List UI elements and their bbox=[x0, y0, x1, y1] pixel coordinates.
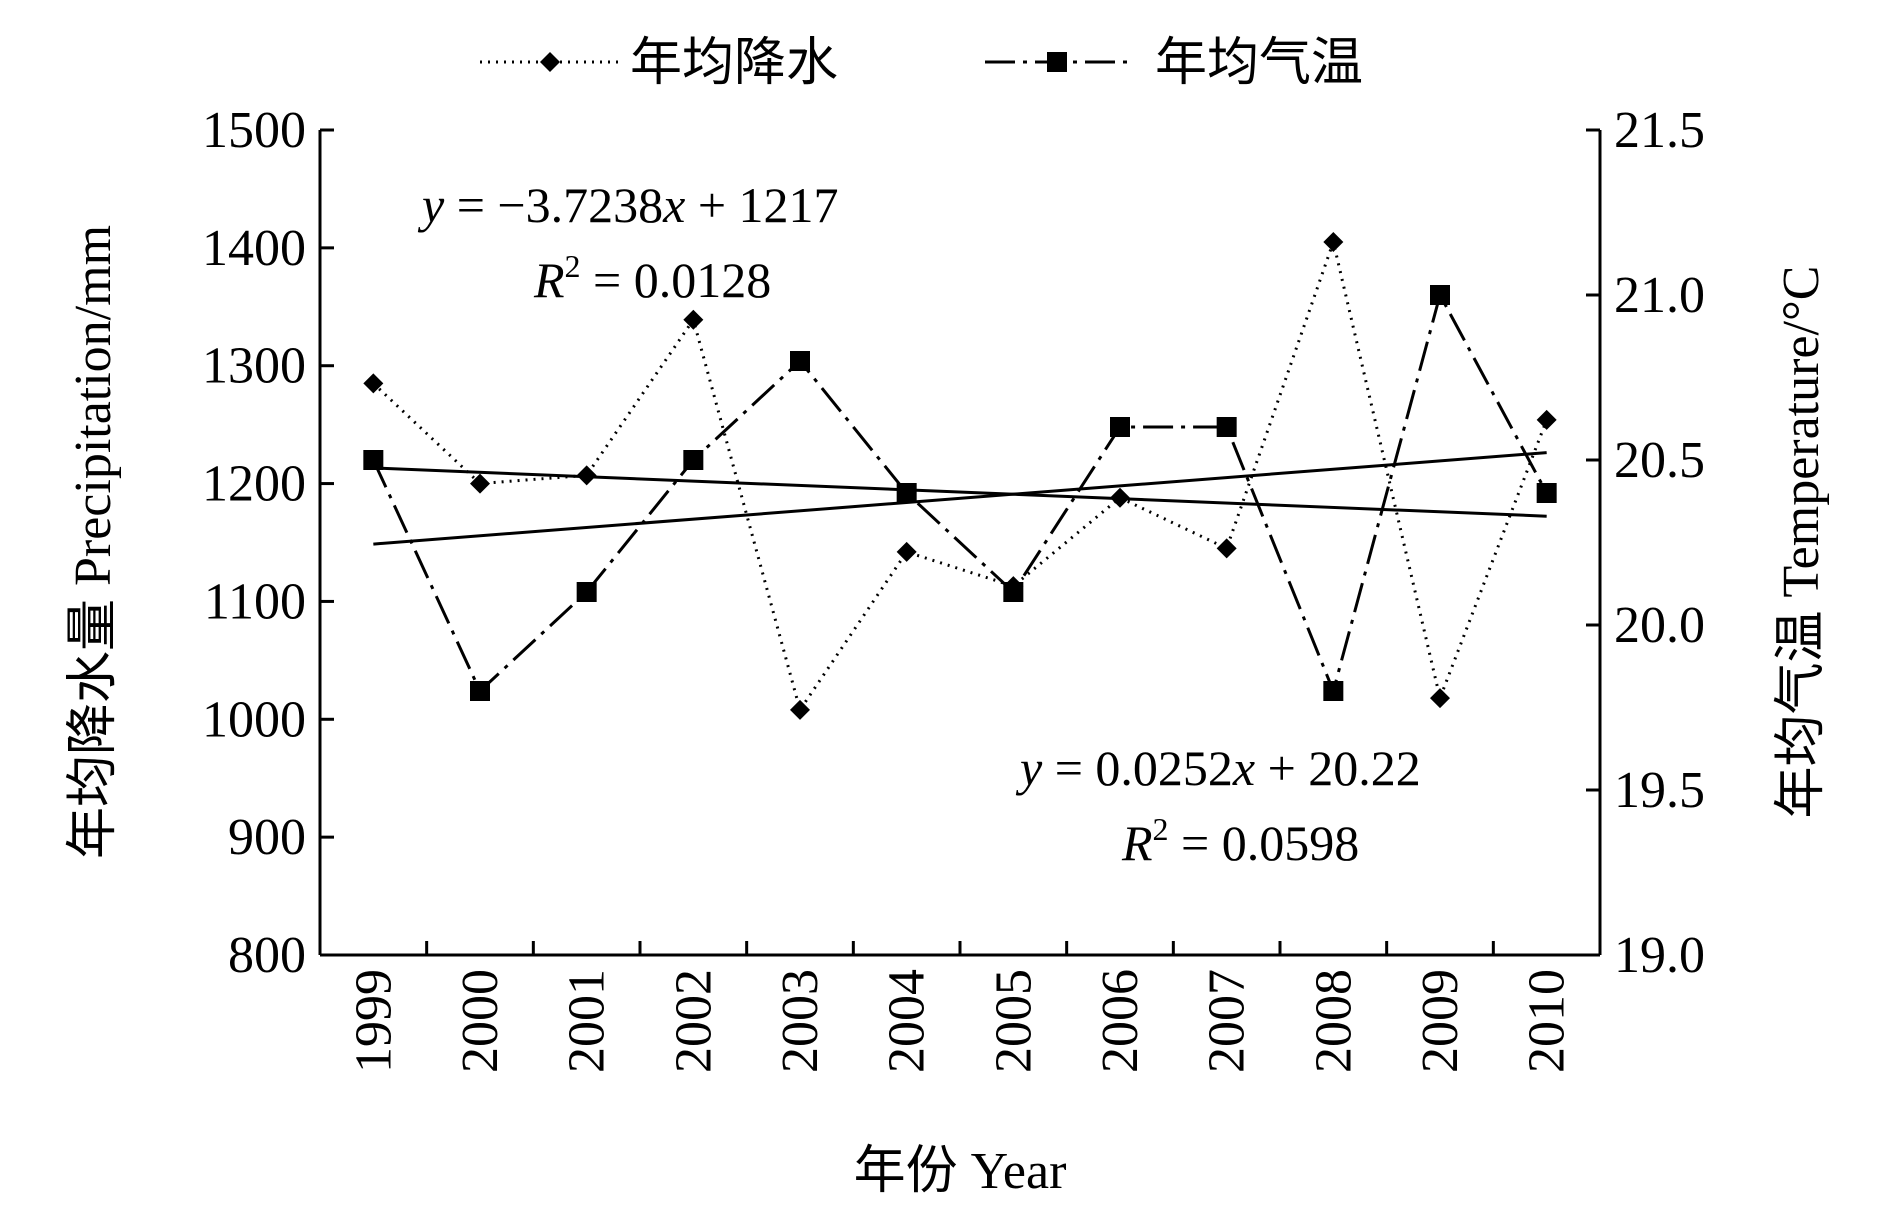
left-y-axis-title: 年均降水量 Precipitation/mm bbox=[65, 225, 122, 859]
series-line-precipitation bbox=[372, 236, 1549, 714]
legend-precip-marker bbox=[540, 52, 560, 72]
data-point-precipitation bbox=[363, 373, 384, 394]
data-point-temperature bbox=[1110, 417, 1130, 437]
right-y-tick-label: 20.5 bbox=[1614, 432, 1705, 489]
data-point-temperature bbox=[790, 351, 810, 371]
trendline-precipitation bbox=[373, 466, 1547, 518]
data-point-temperature bbox=[1430, 285, 1450, 305]
left-y-tick-label: 1500 bbox=[202, 102, 306, 159]
eq1-x: x bbox=[662, 177, 685, 233]
right-y-tick-label: 19.0 bbox=[1614, 927, 1705, 984]
data-point-temperature bbox=[576, 582, 597, 602]
eq2-y: y bbox=[1015, 740, 1043, 796]
data-point-precipitation bbox=[790, 699, 810, 720]
eq2-x: x bbox=[1232, 740, 1255, 796]
series-line-temperature bbox=[371, 290, 1548, 696]
left-y-tick-label: 1400 bbox=[202, 220, 306, 277]
legend: 年均降水 年均气温 bbox=[480, 33, 1363, 93]
x-axis-title: 年份 Year bbox=[854, 1143, 1067, 1200]
left-y-tick-label: 1200 bbox=[202, 456, 306, 513]
r2-2-value: = 0.0598 bbox=[1169, 815, 1360, 871]
left-y-tick-label: 800 bbox=[228, 927, 306, 984]
x-tick-label: 2002 bbox=[665, 969, 722, 1073]
left-y-tick-label: 1000 bbox=[202, 691, 306, 748]
r2-1-value: = 0.0128 bbox=[581, 252, 772, 308]
x-tick-label: 2008 bbox=[1305, 969, 1362, 1073]
data-point-temperature bbox=[1323, 681, 1344, 701]
trendline-temperature bbox=[373, 451, 1547, 546]
right-y-ticks: 19.0 19.5 20.0 20.5 21.0 21.5 bbox=[1586, 102, 1705, 984]
data-point-precipitation bbox=[1536, 409, 1557, 430]
legend-precip-label: 年均降水 bbox=[630, 33, 838, 93]
data-point-precipitation bbox=[1323, 231, 1344, 252]
data-point-temperature bbox=[470, 681, 490, 701]
x-tick-label: 1999 bbox=[345, 969, 402, 1073]
legend-temp-marker bbox=[1047, 52, 1067, 72]
trend-equation-temp: y = 0.0252x + 20.22 bbox=[1015, 740, 1421, 796]
trendlines bbox=[373, 451, 1547, 546]
right-y-tick-label: 21.5 bbox=[1614, 102, 1705, 159]
eq2-coef: = 0.0252 bbox=[1042, 740, 1233, 796]
trend-r2-precip: R2 = 0.0128 bbox=[533, 248, 771, 308]
left-y-tick-label: 1300 bbox=[202, 338, 306, 395]
data-point-precipitation bbox=[1430, 688, 1450, 709]
x-ticks: 1999 2000 2001 2002 2003 2004 2005 2006 2007 2008… bbox=[318, 941, 1602, 1073]
right-y-tick-label: 19.5 bbox=[1614, 762, 1705, 819]
left-y-tick-label: 1100 bbox=[204, 573, 306, 630]
data-point-precipitation bbox=[896, 541, 917, 562]
data-point-precipitation bbox=[1110, 487, 1130, 508]
r2-2-R: R bbox=[1121, 815, 1153, 871]
eq2-intercept: + 20.22 bbox=[1255, 740, 1421, 796]
data-point-precipitation bbox=[683, 309, 704, 330]
legend-temp-label: 年均气温 bbox=[1155, 33, 1363, 93]
trend-equation-precip: y = −3.7238x + 1217 bbox=[417, 177, 839, 233]
x-tick-label: 2000 bbox=[452, 969, 509, 1073]
x-tick-label: 2001 bbox=[559, 969, 616, 1073]
x-tick-label: 2010 bbox=[1519, 969, 1576, 1073]
x-tick-label: 2007 bbox=[1199, 969, 1256, 1073]
eq1-coef: = −3.7238 bbox=[444, 177, 663, 233]
data-point-temperature bbox=[1003, 582, 1024, 602]
r2-1-sup: 2 bbox=[565, 248, 581, 284]
data-point-temperature bbox=[683, 450, 704, 470]
data-point-temperature bbox=[363, 450, 384, 470]
trend-r2-temp: R2 = 0.0598 bbox=[1121, 811, 1359, 871]
x-tick-label: 2004 bbox=[879, 969, 936, 1073]
eq1-intercept: + 1217 bbox=[685, 177, 838, 233]
r2-1-R: R bbox=[533, 252, 565, 308]
x-tick-label: 2003 bbox=[772, 969, 829, 1073]
x-tick-label: 2006 bbox=[1092, 969, 1149, 1073]
data-point-temperature bbox=[896, 483, 917, 503]
data-point-precipitation bbox=[576, 465, 597, 486]
left-y-tick-label: 900 bbox=[228, 809, 306, 866]
right-y-axis-title: 年均气温 Temperature/°C bbox=[1773, 266, 1830, 819]
series-precipitation bbox=[363, 231, 1557, 720]
data-point-temperature bbox=[1216, 417, 1237, 437]
x-tick-label: 2009 bbox=[1412, 969, 1469, 1073]
left-y-ticks: 800 900 1000 1100 1200 1300 1400 1500 bbox=[202, 102, 334, 984]
r2-2-sup: 2 bbox=[1153, 811, 1169, 847]
series-temperature bbox=[363, 285, 1557, 701]
data-point-temperature bbox=[1536, 483, 1557, 503]
data-point-precipitation bbox=[1216, 538, 1237, 559]
x-tick-label: 2005 bbox=[985, 969, 1042, 1073]
eq1-y: y bbox=[417, 177, 445, 233]
right-y-tick-label: 20.0 bbox=[1614, 597, 1705, 654]
data-point-precipitation bbox=[470, 473, 490, 494]
right-y-tick-label: 21.0 bbox=[1614, 267, 1705, 324]
